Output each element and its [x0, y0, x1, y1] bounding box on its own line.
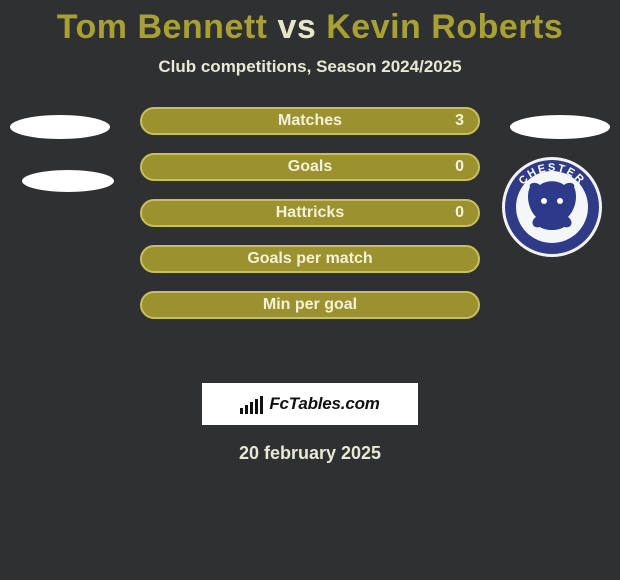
page-title: Tom Bennett vs Kevin Roberts: [0, 0, 620, 47]
stat-label: Goals: [288, 158, 332, 176]
stat-label: Hattricks: [276, 204, 344, 222]
brand-bar: [255, 399, 258, 414]
stat-label: Min per goal: [263, 296, 357, 314]
comparison-area: CHESTER Matches 3 Goals 0 Hattricks 0 Goals pe…: [0, 115, 620, 375]
title-vs: vs: [277, 8, 316, 46]
brand-text: FcTables.com: [269, 394, 379, 414]
club-crest: CHESTER: [502, 157, 602, 257]
stat-row: Matches 3: [140, 107, 480, 135]
stat-value-right: 3: [455, 112, 464, 130]
brand-bars-icon: [240, 394, 263, 414]
stat-row: Hattricks 0: [140, 199, 480, 227]
player2-silhouette: [510, 115, 610, 139]
stat-row: Goals 0: [140, 153, 480, 181]
subtitle: Club competitions, Season 2024/2025: [0, 57, 620, 77]
brand-bar: [250, 402, 253, 414]
date-text: 20 february 2025: [0, 443, 620, 464]
stat-row: Goals per match: [140, 245, 480, 273]
brand-bar: [240, 408, 243, 414]
brand-bar: [245, 405, 248, 414]
stat-label: Matches: [278, 112, 342, 130]
brand-box: FcTables.com: [202, 383, 418, 425]
brand-bar: [260, 396, 263, 414]
stat-list: Matches 3 Goals 0 Hattricks 0 Goals per match M…: [140, 107, 480, 337]
title-player1: Tom Bennett: [57, 8, 268, 46]
player1-silhouette-a: [10, 115, 110, 139]
stat-value-right: 0: [455, 158, 464, 176]
stat-label: Goals per match: [247, 250, 372, 268]
stat-row: Min per goal: [140, 291, 480, 319]
title-player2: Kevin Roberts: [326, 8, 563, 46]
player1-silhouette-b: [22, 170, 114, 192]
stat-value-right: 0: [455, 204, 464, 222]
crest-wolf-icon: [524, 181, 580, 231]
